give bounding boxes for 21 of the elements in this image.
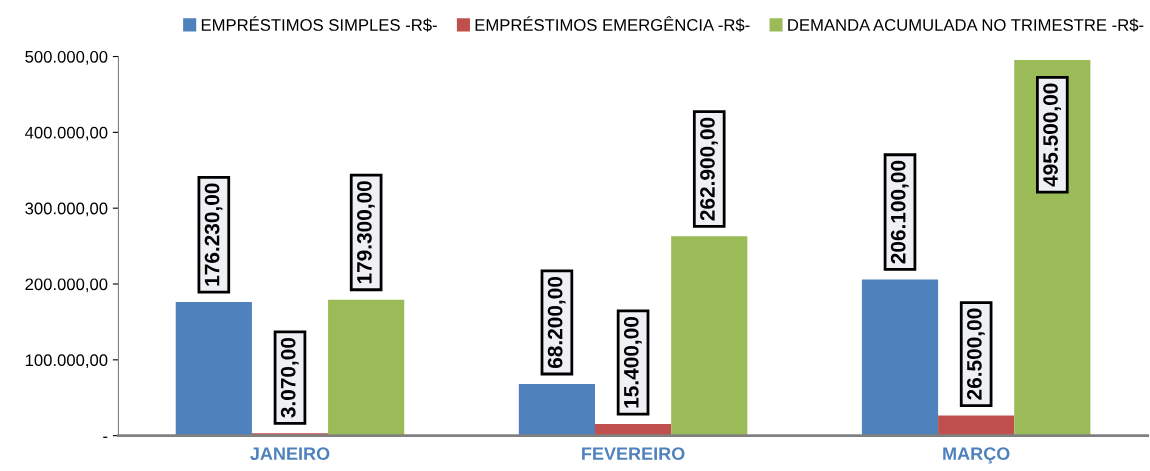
legend-label: EMPRÉSTIMOS EMERGÊNCIA -R$- [475,16,750,32]
x-tick-label: JANEIRO [250,447,330,461]
data-label: 262.900,00 [700,117,718,221]
data-label: 206.100,00 [890,160,909,264]
data-label: 26.500,00 [967,308,985,400]
data-label: 179.300,00 [357,181,375,284]
y-tick-label: 500.000,00 [25,50,108,65]
data-label: 176.230,00 [204,183,223,286]
y-tick-label: 300.000,00 [25,202,108,217]
data-label: 15.400,00 [623,317,642,408]
x-tick-label: FEVEREIRO [582,447,685,461]
legend-label: EMPRÉSTIMOS SIMPLES -R$- [201,16,437,32]
legend-label: DEMANDA ACUMULADA NO TRIMESTRE -R$- [788,18,1144,32]
x-tick-label: MARÇO [943,447,1010,464]
data-label: 495.500,00 [1043,83,1061,187]
y-tick-label: 100.000,00 [25,354,108,369]
data-label: 68.200,00 [547,276,566,369]
y-tick-label: - [103,436,108,438]
y-tick-label: 200.000,00 [25,278,108,293]
data-label: 3.070,00 [280,337,299,418]
y-tick-label: 400.000,00 [25,126,108,141]
